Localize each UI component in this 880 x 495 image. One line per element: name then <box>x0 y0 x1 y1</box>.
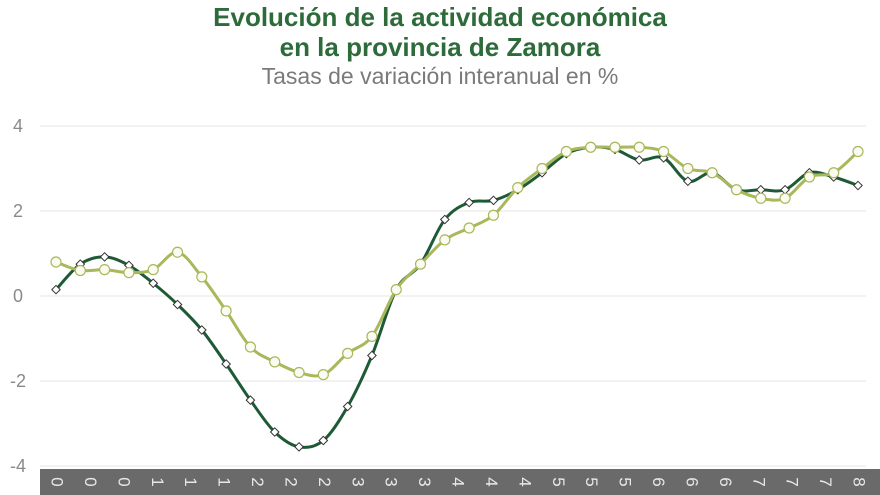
series-dark-point <box>51 284 61 295</box>
y-tick-label: 2 <box>13 201 23 221</box>
x-tick-label: 4 <box>515 477 534 486</box>
x-tick-label: 5 <box>582 477 601 486</box>
series-light-point <box>779 192 791 204</box>
series-light-point <box>244 341 257 353</box>
series-light-point <box>414 258 427 270</box>
chart-title-line-2: en la provincia de Zamora <box>279 32 601 62</box>
series-light-point <box>803 171 815 183</box>
series-dark-point <box>367 350 377 361</box>
series-light-point <box>682 162 694 175</box>
series-light-point <box>828 167 840 179</box>
series-light-point <box>196 271 208 283</box>
series-dark-point <box>634 155 645 165</box>
series-light-point <box>74 264 86 277</box>
series-light-point <box>342 347 354 359</box>
series-light-point <box>706 167 718 179</box>
series-light-point <box>293 366 305 379</box>
series-light-point <box>50 256 62 268</box>
series-dark-point <box>221 359 232 369</box>
series-light-point <box>512 182 524 194</box>
series-light-point <box>99 264 111 276</box>
series-dark-point <box>853 180 863 191</box>
x-tick-label: 5 <box>549 477 568 486</box>
y-tick-label: -2 <box>10 371 26 391</box>
series-light-point <box>171 246 184 258</box>
x-tick-label: 5 <box>616 477 635 486</box>
chart-subtitle: Tasas de variación interanual en % <box>261 63 619 89</box>
x-tick-label: 2 <box>248 477 267 486</box>
series-light-point <box>560 145 572 158</box>
series-light-point <box>536 162 548 175</box>
series-light-point <box>755 192 767 204</box>
series-light-point <box>609 141 621 153</box>
x-axis-band <box>40 469 880 495</box>
series-light-point <box>487 209 500 221</box>
series-dark-point <box>99 251 110 262</box>
series-dark-point <box>342 401 353 412</box>
series-dark-point <box>439 214 450 225</box>
y-tick-label: 4 <box>13 116 23 136</box>
series-light-point <box>730 184 743 196</box>
series-light-point <box>366 330 378 342</box>
series-light-point <box>852 145 864 158</box>
series-dark-point <box>318 435 329 446</box>
x-tick-label: 8 <box>850 477 869 486</box>
series-light-point <box>463 222 475 234</box>
series-light-point <box>317 369 329 381</box>
x-tick-label: 7 <box>816 477 835 486</box>
x-tick-label: 6 <box>682 477 701 486</box>
series-dark-point <box>464 197 475 208</box>
series-light-point <box>657 145 670 158</box>
series-light-point <box>585 141 597 153</box>
series-light-point <box>390 284 402 296</box>
x-tick-label: 6 <box>649 477 668 486</box>
x-tick-label: 1 <box>215 477 234 486</box>
chart-header: Evolución de la actividad económica en l… <box>0 2 880 90</box>
series-dark-point <box>269 427 280 437</box>
series-dark-point <box>658 152 669 163</box>
x-tick-label: 6 <box>716 477 735 486</box>
x-tick-label: 7 <box>749 477 768 486</box>
series-light-line <box>54 145 860 378</box>
x-tick-label: 3 <box>348 477 367 486</box>
y-tick-label: -4 <box>10 456 26 476</box>
series-light-point <box>633 141 645 153</box>
x-tick-label: 3 <box>382 477 401 486</box>
x-tick-label: 0 <box>81 477 100 486</box>
series-dark-point <box>196 325 207 335</box>
series-dark-point <box>488 195 499 206</box>
x-tick-label: 4 <box>482 477 501 486</box>
series-dark-point <box>682 176 693 187</box>
x-tick-label: 0 <box>114 477 133 486</box>
x-tick-label: 1 <box>148 477 167 486</box>
series-dark-point <box>294 441 304 452</box>
x-tick-label: 4 <box>449 477 468 486</box>
series-dark-point <box>245 395 256 406</box>
series-light-point <box>439 234 451 246</box>
x-tick-label: 7 <box>783 477 802 486</box>
x-tick-label: 2 <box>281 477 300 486</box>
x-tick-label: 2 <box>315 477 334 486</box>
y-tick-label: 0 <box>13 286 23 306</box>
series-dark-point <box>172 299 183 310</box>
series-dark-point <box>148 278 159 289</box>
series-light-point <box>220 305 232 317</box>
chart-title-line-1: Evolución de la actividad económica <box>213 2 667 32</box>
series-light-point <box>147 264 159 276</box>
series-light-point <box>123 267 135 279</box>
x-tick-label: 1 <box>181 477 200 486</box>
series-light-point <box>269 356 281 368</box>
x-tick-label: 3 <box>415 477 434 486</box>
x-tick-label: 0 <box>48 477 67 486</box>
